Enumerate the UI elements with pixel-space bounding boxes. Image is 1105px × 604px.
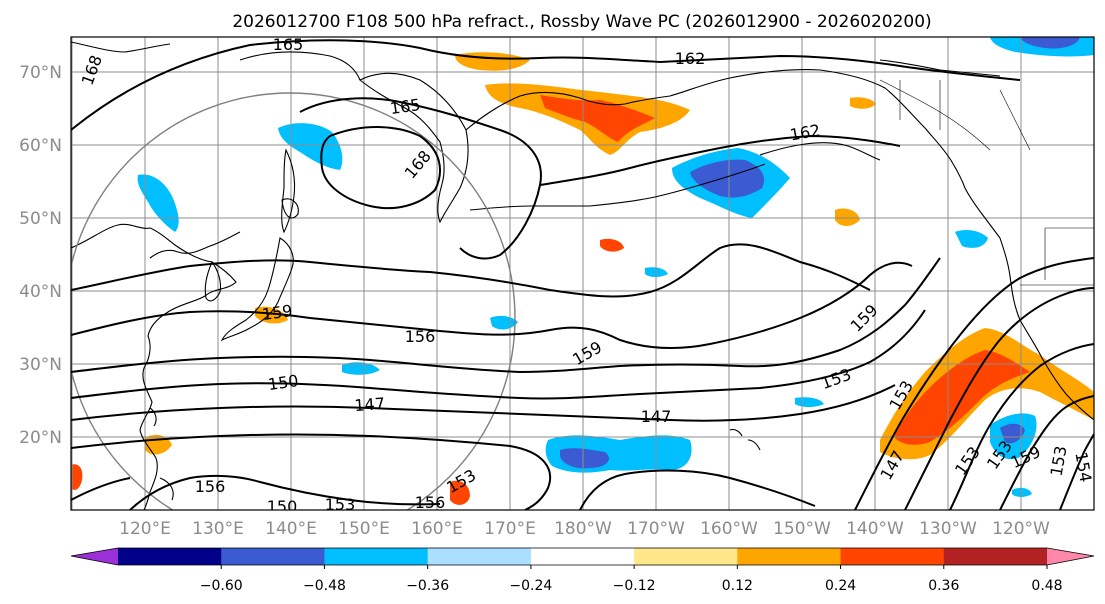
contour-labels: 165 162 168 165 162 168 159 156 159 159 … [78,35,1095,516]
contour-label: 147 [641,407,672,426]
lon-label: 140°E [265,519,317,539]
contour-label: 150 [267,497,298,516]
contour-label: 159 [261,301,294,324]
positive-anomaly-subtropic [450,480,470,505]
lon-label: 160°E [411,519,463,539]
colorbar-tick-label: 0.48 [1031,578,1062,594]
lon-label: 170°E [484,519,536,539]
colorbar-tick-label: −0.48 [303,578,346,594]
negative-anomaly-topright-core [1020,37,1080,49]
lat-label: 30°N [19,355,62,375]
map-frame [70,36,1095,511]
contour-label: 153 [325,495,356,514]
colorbar-outline [70,547,1095,566]
contour-label: 162 [675,49,706,68]
longitude-labels: 120°E 130°E 140°E 150°E 160°E 170°E 180°… [119,519,1050,539]
lat-label: 70°N [19,63,62,83]
coastlines [71,41,1094,510]
negative-anomaly-tiny [1012,487,1032,497]
positive-anomaly-sw [71,464,83,490]
positive-anomaly-nepac [600,238,624,252]
map-area: 165 162 168 165 162 168 159 156 159 159 … [71,35,1095,516]
colorbar-tick-label: −0.24 [509,578,552,594]
lon-label: 120°E [119,519,171,539]
colorbar-tick-label: 0.36 [928,578,959,594]
colorbar-segment [530,548,635,565]
colorbar-segments [118,548,1048,565]
lon-label: 130°E [192,519,244,539]
colorbar-extend-min [71,548,118,565]
lon-label: 140°W [846,519,904,539]
region-circle [71,92,516,510]
colorbar-segment [943,548,1048,565]
colorbar: −0.60 −0.48 −0.36 −0.24 −0.12 0.12 0.24 0.36 0.4… [70,547,1095,594]
lon-label: 150°W [773,519,831,539]
lat-label: 40°N [19,282,62,302]
height-contours [71,39,1094,510]
contour-label: 150 [267,371,300,394]
contour-label: 156 [195,477,226,496]
latitude-labels: 70°N 60°N 50°N 40°N 30°N 20°N [19,63,62,448]
contour-label: 165 [273,35,304,54]
colorbar-segment [118,548,222,565]
colorbar-tick-label: −0.36 [406,578,449,594]
positive-anomaly-gulf [835,208,860,226]
negative-anomaly-okhotsk [278,123,343,170]
negative-anomaly-east-pac-core [1000,423,1025,444]
colorbar-segment [840,548,945,565]
colorbar-segment [427,548,532,565]
colorbar-tick-label: −0.12 [613,578,656,594]
lon-label: 180°W [554,519,612,539]
negative-anomaly-bc [955,230,988,248]
colorbar-segment [634,548,738,565]
positive-anomaly-bering-core [540,95,655,142]
lon-label: 120°W [992,519,1050,539]
lat-label: 60°N [19,136,62,156]
lon-label: 160°W [700,519,758,539]
colorbar-tick-label: 0.12 [722,578,753,594]
colorbar-segment [221,548,325,565]
lat-label: 50°N [19,209,62,229]
contour-label: 165 [389,95,422,118]
negative-anomaly-mid [490,315,518,330]
contour-label: 147 [354,394,386,415]
lat-label: 20°N [19,428,62,448]
negative-anomaly-west [342,362,380,375]
colorbar-segment [324,548,429,565]
lon-label: 150°E [338,519,390,539]
colorbar-segment [737,548,842,565]
colorbar-extend-max [1047,548,1094,565]
borders [879,79,1094,286]
colorbar-tick-label: 0.24 [825,578,856,594]
colorbar-tick-label: −0.60 [200,578,243,594]
negative-anomaly-subtropic-core [560,448,610,469]
contour-label: 154 [1071,450,1095,483]
lon-label: 170°W [627,519,685,539]
negative-anomaly-aleutian-core [690,159,765,198]
contour-label: 156 [415,493,446,512]
map-title: 2026012700 F108 500 hPa refract., Rossby… [232,12,931,32]
colorbar-ticks: −0.60 −0.48 −0.36 −0.24 −0.12 0.12 0.24 0.36 0.4… [200,565,1063,594]
lon-label: 130°W [919,519,977,539]
contour-label: 156 [405,327,436,346]
positive-anomaly-alaska [850,97,876,109]
graticule [71,37,1094,510]
